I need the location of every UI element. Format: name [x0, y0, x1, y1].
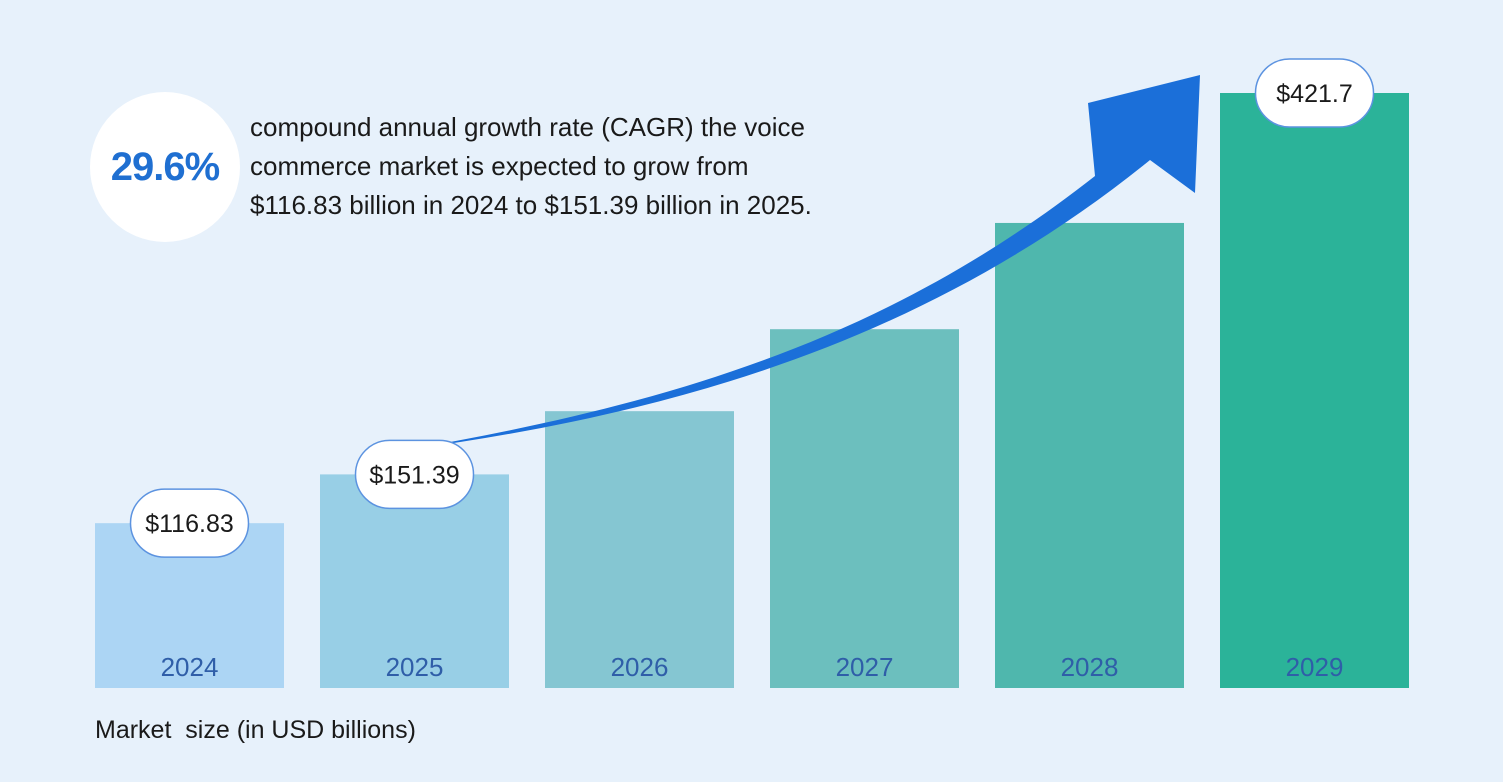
headline-line-1: compound annual growth rate (CAGR) the v…	[250, 112, 805, 142]
bar-2029	[1220, 93, 1409, 688]
value-pill-2029	[1254, 58, 1375, 128]
category-label-2027: 2027	[836, 652, 894, 682]
value-pill-2025	[354, 439, 475, 510]
category-label-2028: 2028	[1061, 652, 1119, 682]
bar-2024	[95, 523, 284, 688]
value-text-2029: $421.7	[1276, 80, 1352, 108]
category-label-2029: 2029	[1286, 652, 1344, 682]
cagr-bubble: 29.6%	[90, 92, 240, 242]
headline-text: compound annual growth rate (CAGR) the v…	[250, 108, 950, 225]
bar-2026	[545, 411, 734, 688]
bar-2025	[320, 474, 509, 688]
value-label-2024: $116.83	[129, 488, 250, 558]
axis-footnote: Market size (in USD billions)	[95, 716, 416, 744]
bar-2027	[770, 329, 959, 688]
category-label-2026: 2026	[611, 652, 669, 682]
value-label-2025: $151.39	[354, 439, 475, 510]
value-text-2024: $116.83	[145, 510, 234, 538]
headline-line-2: commerce market is expected to grow from	[250, 151, 749, 181]
value-pill-2024	[129, 488, 250, 558]
cagr-value: 29.6%	[110, 144, 220, 189]
bar-2028	[995, 222, 1184, 688]
value-text-2025: $151.39	[369, 461, 459, 489]
headline-line-3: $116.83 billion in 2024 to $151.39 billi…	[250, 190, 812, 220]
value-label-2029: $421.7	[1254, 58, 1375, 128]
category-label-2024: 2024	[161, 652, 219, 682]
category-label-2025: 2025	[386, 652, 444, 682]
